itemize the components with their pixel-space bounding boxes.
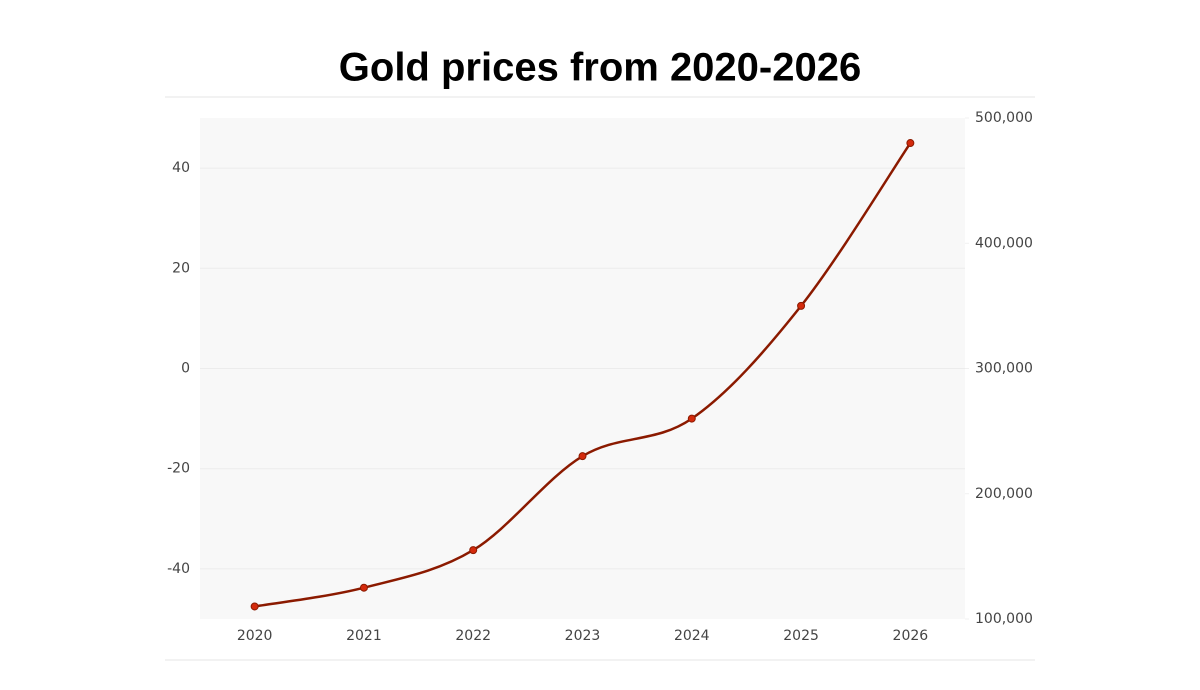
x-tick-label: 2026: [893, 628, 929, 644]
data-point: [250, 602, 259, 611]
y2-tick-label: 500,000: [975, 110, 1033, 126]
data-point: [578, 452, 587, 461]
data-point: [687, 414, 696, 423]
y2-tick-label: 300,000: [975, 361, 1033, 377]
y-tick-label: -20: [167, 461, 190, 477]
y2-tick-label: 400,000: [975, 235, 1033, 251]
x-tick-label: 2021: [346, 628, 382, 644]
x-tick-label: 2023: [565, 628, 601, 644]
y2-tick-label: 100,000: [975, 611, 1033, 627]
y2-tick-label: 200,000: [975, 486, 1033, 502]
data-point: [359, 583, 368, 592]
x-tick-label: 2024: [674, 628, 710, 644]
x-tick-label: 2025: [783, 628, 819, 644]
y-tick-label: -40: [167, 561, 190, 577]
data-point: [797, 301, 806, 310]
x-tick-label: 2022: [455, 628, 491, 644]
y-tick-label: 20: [172, 260, 190, 276]
series-line: [254, 142, 912, 608]
chart-title: Gold prices from 2020-2026: [339, 46, 861, 90]
y-tick-label: 40: [172, 160, 190, 176]
data-point: [469, 546, 478, 555]
y-tick-label: 0: [181, 361, 190, 377]
data-point: [906, 139, 915, 148]
x-tick-label: 2020: [237, 628, 273, 644]
